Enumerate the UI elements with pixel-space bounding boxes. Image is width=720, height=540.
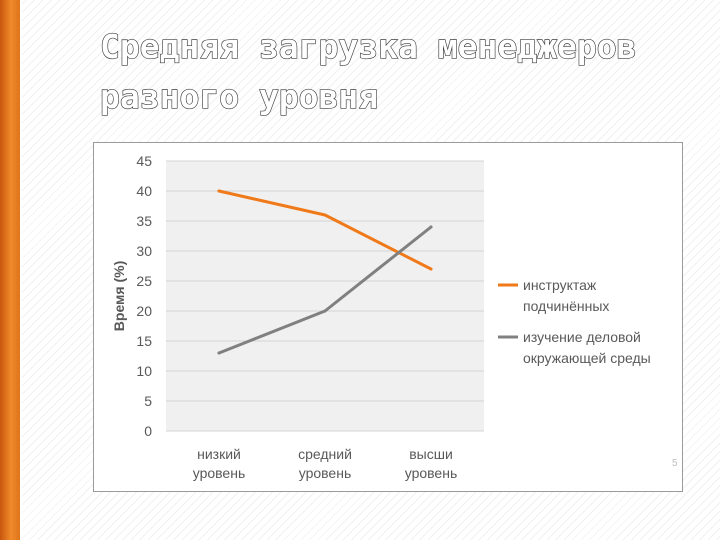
data-point xyxy=(429,225,433,229)
y-tick-label: 45 xyxy=(136,153,152,169)
y-tick-label: 30 xyxy=(136,243,152,259)
left-accent-divider xyxy=(20,0,22,540)
y-tick-label: 0 xyxy=(144,423,152,439)
y-tick-label: 20 xyxy=(136,303,152,319)
data-point xyxy=(429,267,433,271)
y-axis-label: Время (%) xyxy=(111,261,127,331)
x-tick-label: высши уровень xyxy=(405,446,458,481)
chart-frame: 0 5 10 15 20 25 30 35 40 45 Время (%) низкий уровень… xyxy=(93,142,683,492)
line-chart: 0 5 10 15 20 25 30 35 40 45 Время (%) низкий уровень… xyxy=(111,153,651,481)
slide-number: 5 xyxy=(672,458,678,469)
slide-title: Средняя загрузка менеджеров разного уров… xyxy=(99,22,700,122)
y-tick-label: 40 xyxy=(136,183,152,199)
legend-label-1: инструктаж подчинённых xyxy=(523,277,609,314)
y-tick-label: 10 xyxy=(136,363,152,379)
data-point xyxy=(217,351,221,355)
legend-label-2: изучение деловой окружающей среды xyxy=(523,329,651,366)
plot-area xyxy=(166,161,484,431)
slide-title-line-2: разного уровня xyxy=(99,76,379,116)
y-tick-label: 15 xyxy=(136,333,152,349)
data-point xyxy=(323,309,327,313)
y-tick-label: 5 xyxy=(144,393,152,409)
data-point xyxy=(217,189,221,193)
x-tick-label: низкий уровень xyxy=(193,446,246,481)
slide-title-line-1: Средняя загрузка менеджеров xyxy=(99,26,637,66)
y-tick-label: 25 xyxy=(136,273,152,289)
left-accent-bar xyxy=(0,0,20,540)
data-point xyxy=(323,213,327,217)
y-tick-label: 35 xyxy=(136,213,152,229)
x-tick-label: средний уровень xyxy=(298,446,352,481)
